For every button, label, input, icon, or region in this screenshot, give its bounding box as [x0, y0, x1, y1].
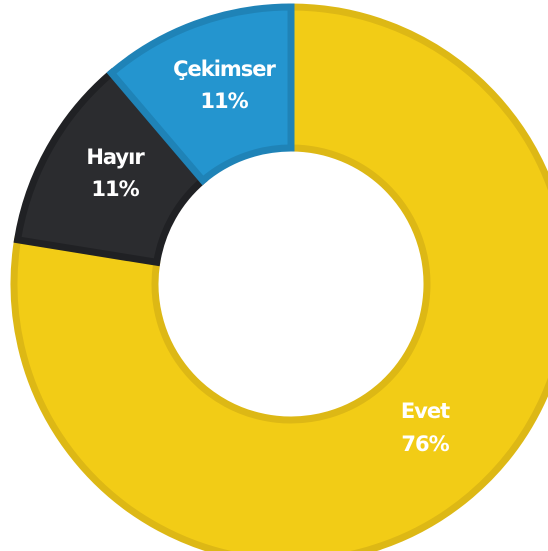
slice-hayir: [13, 68, 208, 267]
slice-name-hayir: Hayır: [86, 145, 145, 169]
slice-value-cekimser: 11%: [200, 89, 248, 113]
slice-labels: Evet 76% Hayır 11% Çekimser 11%: [86, 57, 451, 456]
slice-evet: [10, 3, 548, 551]
slice-name-cekimser: Çekimser: [173, 57, 276, 81]
slice-value-evet: 76%: [401, 432, 449, 456]
slice-cekimser: [106, 3, 295, 186]
donut-slices: [10, 3, 548, 551]
slice-name-evet: Evet: [401, 399, 450, 423]
slice-value-hayir: 11%: [91, 177, 139, 201]
